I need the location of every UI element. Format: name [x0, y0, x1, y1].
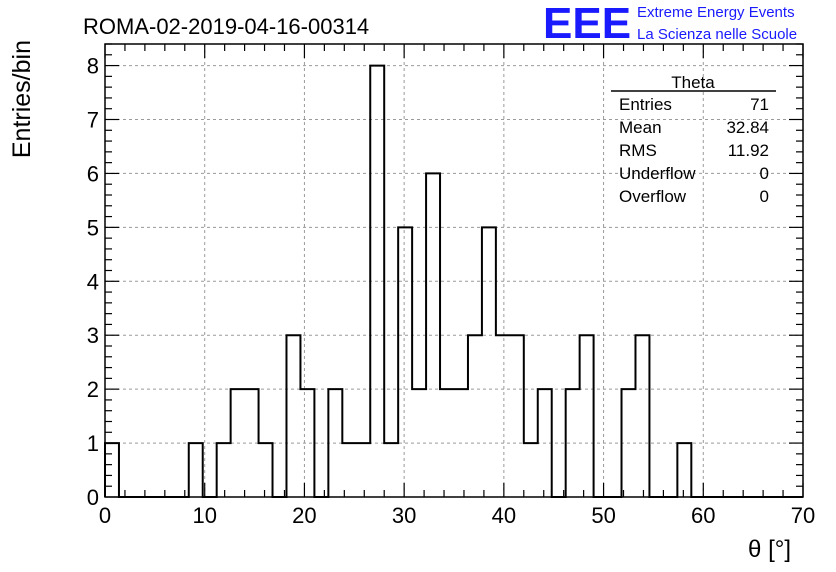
- histogram-outline: [104, 64, 803, 498]
- histogram-bin: [468, 335, 482, 497]
- histogram-bin: [412, 389, 426, 497]
- x-tick-label: 10: [192, 503, 216, 528]
- y-tick-label: 2: [87, 377, 99, 402]
- y-tick-label: 7: [87, 108, 99, 133]
- stats-box-title: Theta: [671, 73, 715, 92]
- stats-rms-label: RMS: [619, 141, 657, 160]
- y-tick-label: 0: [87, 485, 99, 510]
- stats-underflow-value: 0: [760, 164, 769, 183]
- histogram-bin: [328, 389, 342, 497]
- x-tick-label: 70: [791, 503, 815, 528]
- stats-mean-value: 32.84: [726, 118, 769, 137]
- x-tick-label: 20: [292, 503, 316, 528]
- histogram-bin: [566, 389, 580, 497]
- run-title: ROMA-02-2019-04-16-00314: [83, 14, 369, 39]
- stats-rms-value: 11.92: [728, 141, 769, 160]
- histogram-bin: [245, 389, 259, 497]
- stats-box: Theta Entries 71 Mean 32.84 RMS 11.92 Un…: [611, 73, 776, 206]
- stats-entries-value: 71: [750, 95, 769, 114]
- histogram-bin: [426, 173, 440, 497]
- stats-overflow-value: 0: [760, 187, 769, 206]
- x-axis-label: θ [°]: [748, 536, 791, 563]
- histogram-bin: [482, 227, 496, 497]
- y-axis-label: Entries/bin: [8, 40, 36, 158]
- y-tick-label: 6: [87, 161, 99, 186]
- histogram-bin: [524, 443, 538, 497]
- histogram-bin: [580, 335, 594, 497]
- stats-entries-label: Entries: [619, 95, 672, 114]
- x-tick-label: 30: [392, 503, 416, 528]
- eee-logo: EEE Extreme Energy Events La Scienza nel…: [543, 0, 797, 48]
- eee-logo-line2: La Scienza nelle Scuole: [637, 26, 797, 43]
- y-tick-label: 4: [87, 269, 99, 294]
- axis-tick-labels: 0 10 20 30 40 50 60 70 0 1 2 3 4 5 6 7 8: [87, 54, 815, 528]
- histogram-bin: [105, 443, 119, 497]
- axis-ticks: [104, 43, 804, 498]
- histogram-bin: [538, 389, 552, 497]
- histogram-bin: [342, 443, 356, 497]
- y-tick-label: 8: [87, 54, 99, 79]
- histogram-bin: [231, 389, 245, 497]
- x-tick-label: 60: [691, 503, 715, 528]
- histogram-bin: [356, 443, 370, 497]
- histogram-bin: [189, 443, 203, 497]
- histogram-bin: [398, 227, 412, 497]
- histogram-bin: [496, 335, 510, 497]
- stats-mean-label: Mean: [619, 118, 662, 137]
- histogram-bin: [440, 389, 454, 497]
- x-tick-label: 0: [99, 503, 111, 528]
- histogram-bin: [635, 335, 649, 497]
- stats-underflow-label: Underflow: [619, 164, 696, 183]
- y-tick-label: 5: [87, 215, 99, 240]
- histogram-bin: [259, 443, 273, 497]
- stats-overflow-label: Overflow: [619, 187, 687, 206]
- x-tick-label: 50: [591, 503, 615, 528]
- eee-logo-line1: Extreme Energy Events: [637, 4, 795, 21]
- histogram-bin: [286, 335, 300, 497]
- histogram-bin: [217, 443, 231, 497]
- histogram-bin: [384, 443, 398, 497]
- histogram-bin: [510, 335, 524, 497]
- y-tick-label: 3: [87, 323, 99, 348]
- y-tick-label: 1: [87, 431, 99, 456]
- eee-logo-mark: EEE: [543, 0, 631, 48]
- histogram-bin: [370, 66, 384, 497]
- histogram-bin: [622, 389, 636, 497]
- x-tick-label: 40: [492, 503, 516, 528]
- histogram-bin: [677, 443, 691, 497]
- histogram-bin: [454, 389, 468, 497]
- plot-frame: [104, 43, 804, 498]
- histogram-bin: [300, 389, 314, 497]
